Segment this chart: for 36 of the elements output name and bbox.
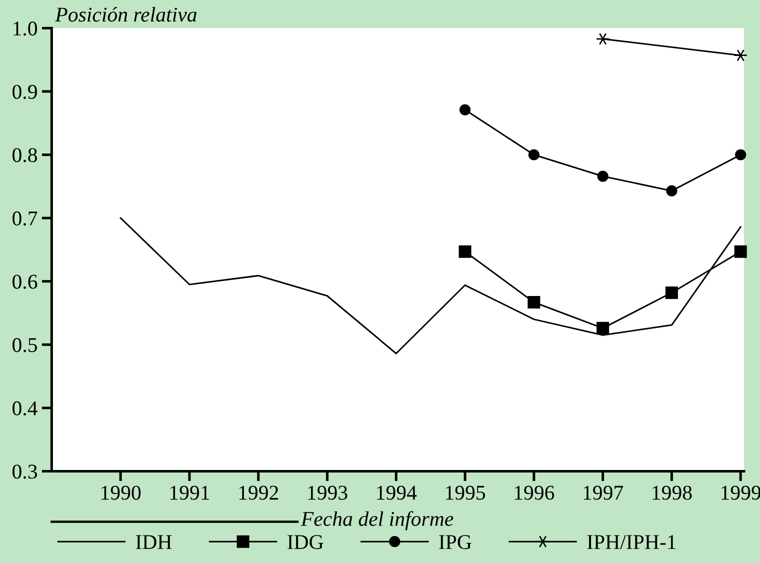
point [734, 49, 748, 62]
y-tick-label: 0.3 [12, 464, 37, 479]
point [458, 245, 472, 258]
legend-label: IPG [439, 535, 472, 550]
y-tick-label: 0.8 [12, 148, 37, 162]
point [528, 296, 540, 308]
y-tick-label: 0.4 [12, 401, 38, 416]
point [597, 170, 608, 182]
point [596, 322, 610, 334]
x-tick-label: 1997 [584, 486, 624, 500]
x-tick-label: 1990 [102, 486, 141, 500]
point [666, 185, 678, 196]
x-tick-label: 1991 [170, 486, 210, 500]
x-tick-label: 1994 [377, 486, 417, 500]
y-tick-label: 0.6 [12, 274, 38, 289]
x-tick-label: 1992 [239, 486, 278, 500]
legend-label: IDG [288, 535, 324, 550]
line-series [120, 217, 742, 354]
point [596, 32, 610, 46]
legend-label: IDH [136, 535, 172, 549]
point [528, 149, 540, 160]
y-tick-label: 0.9 [12, 84, 37, 99]
point [734, 245, 747, 258]
x-tick-label: 1995 [446, 486, 486, 500]
y-axis-title: Posición relativa [55, 7, 196, 22]
x-axis-title: Fecha del informe [300, 511, 454, 530]
legend-label: IPH/IPH-1 [587, 535, 676, 550]
point [665, 286, 678, 299]
point [459, 104, 471, 116]
x-tick-label: 1993 [308, 486, 348, 500]
point [735, 149, 746, 160]
x-tick-label: 1998 [652, 486, 692, 500]
y-tick-label: 0.7 [12, 211, 38, 226]
y-tick-label: 0.5 [12, 338, 37, 352]
y-tick-label: 1.0 [14, 22, 37, 36]
x-tick-label: 1996 [514, 486, 554, 500]
